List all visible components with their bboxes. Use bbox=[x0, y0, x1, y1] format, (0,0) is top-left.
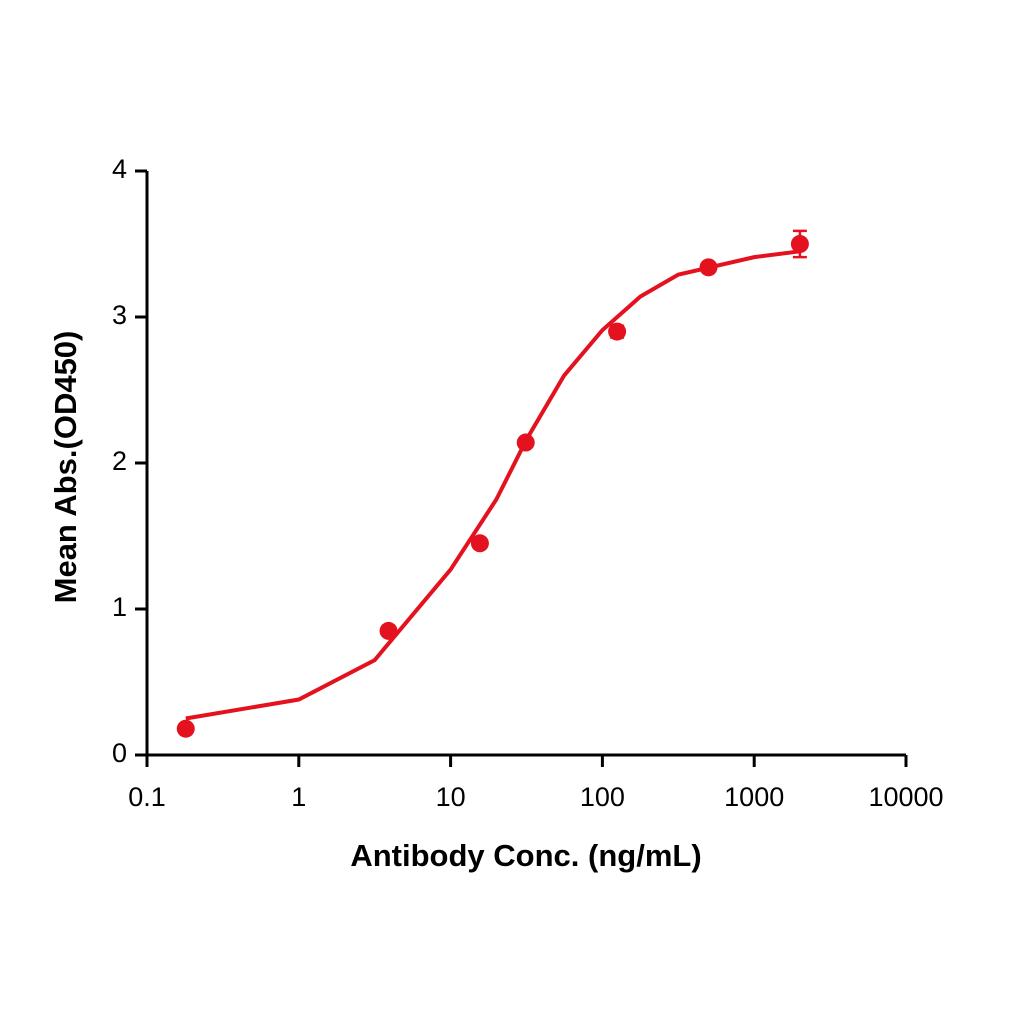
data-point bbox=[176, 719, 195, 738]
y-axis-title: Mean Abs.(OD450) bbox=[48, 331, 83, 604]
y-tick-label: 3 bbox=[112, 300, 127, 330]
fit-curve bbox=[185, 249, 801, 721]
y-tick-label: 2 bbox=[112, 446, 127, 476]
x-tick-label: 10000 bbox=[868, 782, 943, 812]
y-tick-label: 0 bbox=[112, 738, 127, 768]
data-point bbox=[790, 235, 809, 253]
y-tick-label: 1 bbox=[112, 592, 127, 622]
x-tick-label: 0.1 bbox=[128, 782, 166, 812]
data-point bbox=[608, 322, 627, 341]
x-tick-label: 1 bbox=[291, 782, 306, 812]
x-tick-label: 100 bbox=[580, 782, 625, 812]
data-point bbox=[470, 534, 489, 553]
x-axis-title: Antibody Conc. (ng/mL) bbox=[350, 838, 701, 873]
y-tick-label: 4 bbox=[112, 154, 127, 184]
x-tick-label: 1000 bbox=[724, 782, 784, 812]
x-tick-label: 10 bbox=[436, 782, 466, 812]
